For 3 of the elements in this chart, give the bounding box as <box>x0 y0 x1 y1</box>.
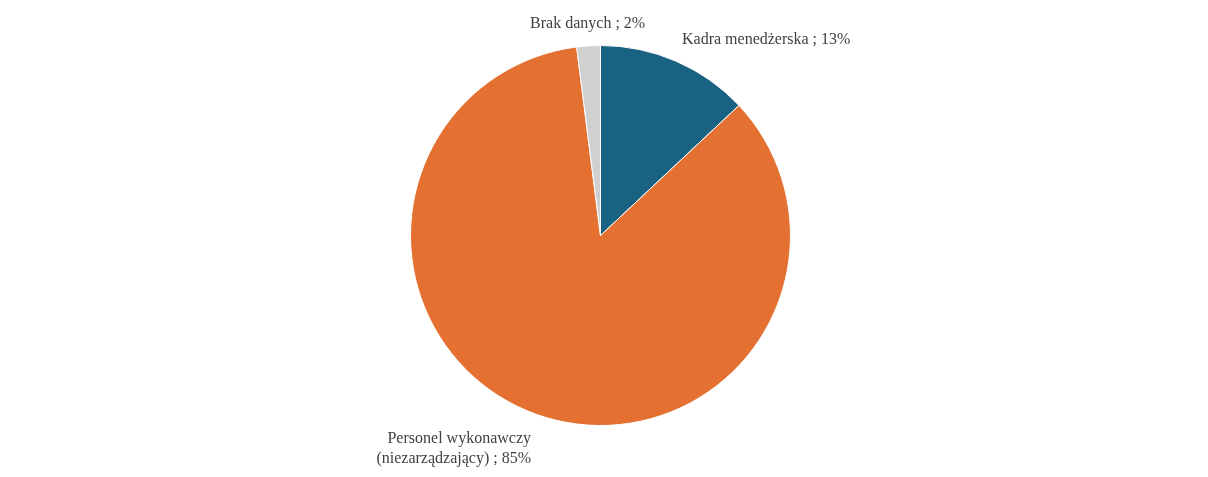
slice-label: Kadra menedżerska ; 13% <box>681 30 851 48</box>
slice-label: Personel wykonawczy (niezarządzający) ; 85% <box>376 428 531 467</box>
slice-label: Brak danych ; 2% <box>530 13 646 32</box>
